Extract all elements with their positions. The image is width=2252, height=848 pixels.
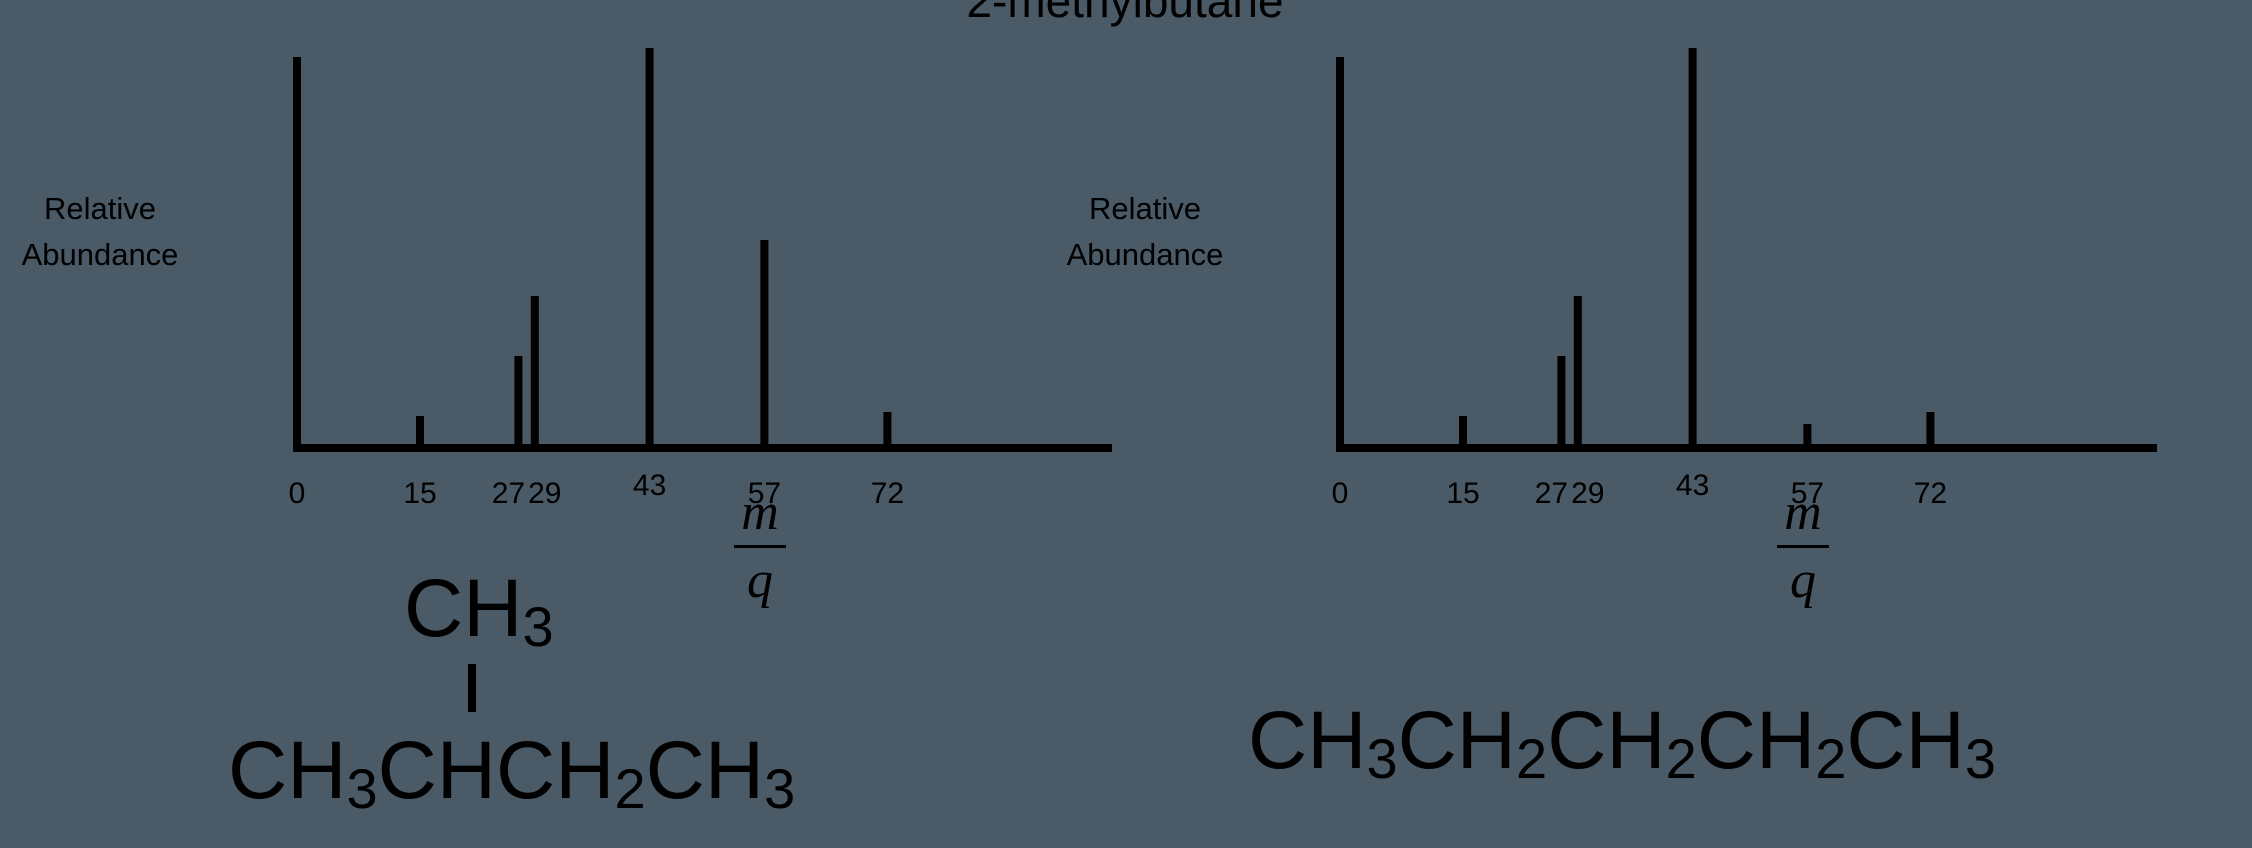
x-axis-label-numerator: m xyxy=(1784,484,1822,541)
formula-subscript: 2 xyxy=(1516,727,1548,790)
formula-part: CH xyxy=(228,725,347,816)
y-axis-label-line: Relative xyxy=(1089,191,1201,226)
formula-part: CH xyxy=(1397,695,1517,786)
x-axis-label-denominator: q xyxy=(747,552,773,609)
formula-part: CH xyxy=(404,563,523,654)
tick-label-27: 27 xyxy=(1535,477,1568,510)
formula-subscript: 2 xyxy=(614,757,646,820)
x-axis-label-denominator: q xyxy=(1790,552,1816,609)
formula-part: CH xyxy=(1696,695,1816,786)
x-axis-label-left: m q xyxy=(730,483,790,612)
y-axis-label-line: Relative xyxy=(44,191,156,226)
branch-bond xyxy=(468,664,476,712)
y-axis-label-left: Relative Abundance xyxy=(0,186,200,278)
tick-label-29: 29 xyxy=(1571,477,1604,510)
tick-label-43: 43 xyxy=(1676,469,1709,502)
x-axis-label-numerator: m xyxy=(741,484,779,541)
tick-label-72: 72 xyxy=(1914,477,1947,510)
formula-part: CH xyxy=(1248,695,1367,786)
formula-part: CH xyxy=(1846,695,1965,786)
formula-subscript: 2 xyxy=(1665,727,1697,790)
slide-title: 2-methylbutane xyxy=(966,0,1284,27)
formula-part: CHCH xyxy=(377,725,615,816)
tick-label-15: 15 xyxy=(1446,477,1479,510)
tick-label-27: 27 xyxy=(492,477,525,510)
x-axis-label-right: m q xyxy=(1773,483,1833,612)
formula-part: CH xyxy=(645,725,765,816)
formula-subscript: 3 xyxy=(1366,727,1398,790)
formula-subscript: 3 xyxy=(522,595,554,658)
mass-spectrum-left: 0 15 27 29 43 57 72 xyxy=(289,48,1112,510)
formula-subscript: 2 xyxy=(1815,727,1847,790)
branch-methyl-group: CH3 xyxy=(404,568,554,655)
formula-subscript: 3 xyxy=(764,757,796,820)
y-axis-label-line: Abundance xyxy=(1066,237,1224,272)
fraction-bar xyxy=(734,545,786,548)
formula-subscript: 3 xyxy=(346,757,378,820)
formula-subscript: 3 xyxy=(1964,727,1996,790)
tick-label-0: 0 xyxy=(1332,477,1349,510)
fraction-bar xyxy=(1777,545,1829,548)
tick-label-0: 0 xyxy=(289,477,306,510)
tick-label-72: 72 xyxy=(871,477,904,510)
y-axis-label-line: Abundance xyxy=(21,237,179,272)
tick-label-15: 15 xyxy=(403,477,436,510)
y-axis-label-right: Relative Abundance xyxy=(1045,186,1245,278)
formula-2-methylbutane: CH3CHCH2CH3 xyxy=(228,730,795,817)
tick-label-43: 43 xyxy=(633,469,666,502)
formula-part: CH xyxy=(1547,695,1666,786)
tick-label-29: 29 xyxy=(528,477,561,510)
tick-label-57: 57 xyxy=(1791,477,1824,510)
formula-pentane: CH3CH2CH2CH2CH3 xyxy=(1248,700,1996,787)
tick-label-57: 57 xyxy=(748,477,781,510)
